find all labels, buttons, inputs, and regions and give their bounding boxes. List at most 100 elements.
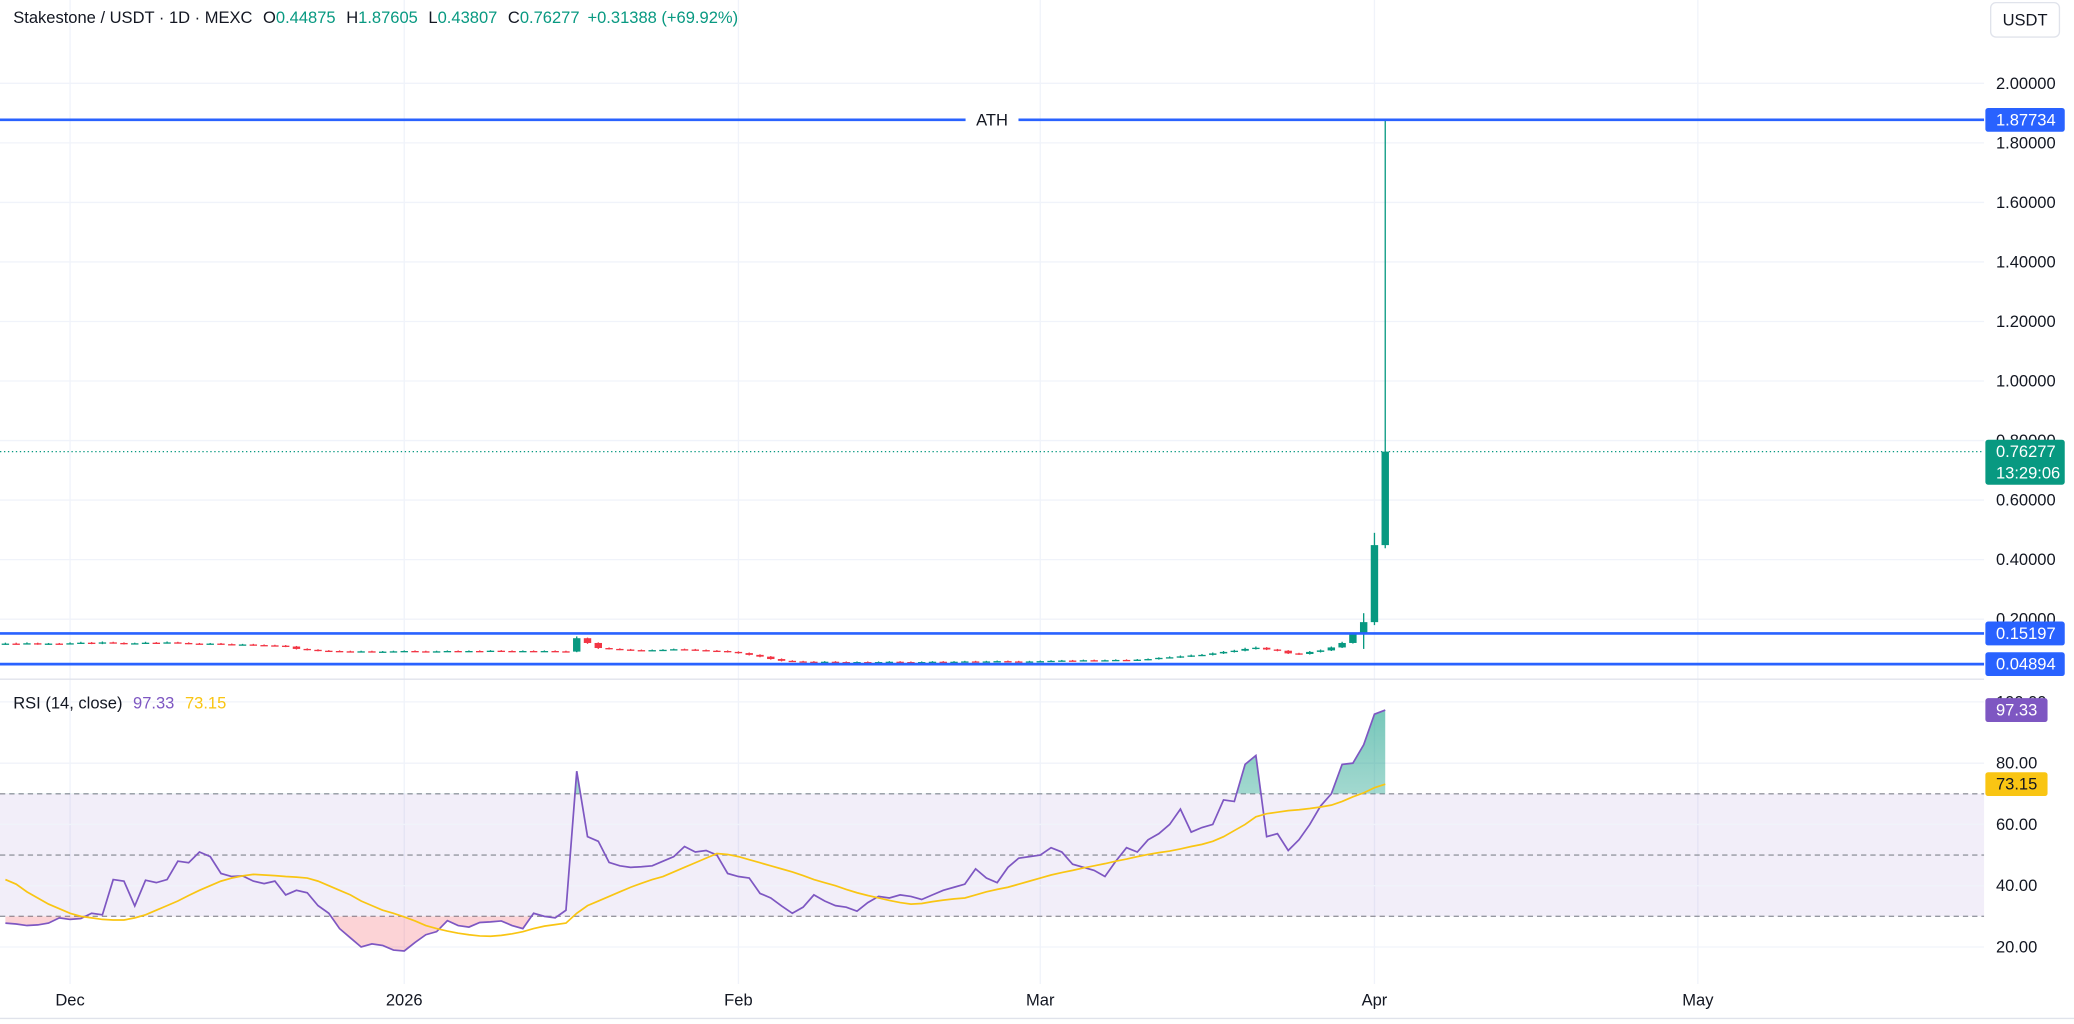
candle-body xyxy=(12,643,20,645)
candle-body xyxy=(55,643,63,645)
candle-body xyxy=(670,649,678,651)
low-key: L xyxy=(428,8,437,27)
candle-body xyxy=(292,646,301,649)
candle-body xyxy=(87,642,96,644)
candle-body xyxy=(368,651,376,653)
candle-body xyxy=(540,651,549,653)
candle-body xyxy=(1165,657,1174,659)
candle-body xyxy=(217,643,225,645)
candle-body xyxy=(120,642,128,645)
candle-body xyxy=(1036,661,1044,663)
candle-body xyxy=(1370,545,1379,623)
candle-body xyxy=(551,651,559,653)
candle-body xyxy=(1262,647,1271,650)
candle-body xyxy=(928,661,937,664)
marks-layer xyxy=(0,107,1985,952)
candle-body xyxy=(1015,661,1023,663)
candle-body xyxy=(1101,660,1109,662)
candle-body xyxy=(820,661,829,664)
candle-body xyxy=(432,651,441,653)
candle-body xyxy=(98,642,107,644)
candle-body xyxy=(249,644,258,646)
last-price-bg xyxy=(1985,439,2065,485)
candle-body xyxy=(885,661,894,664)
candle-body xyxy=(702,650,710,652)
price-line-value: 1.87734 xyxy=(1996,110,2056,129)
candle-body xyxy=(756,654,764,657)
candle-body xyxy=(497,650,505,653)
candle-body xyxy=(1122,659,1131,662)
price-line-value-bg xyxy=(1985,107,2065,132)
close-value: 0.76277 xyxy=(520,8,580,27)
candle-body xyxy=(1176,656,1185,658)
candle-body xyxy=(1359,622,1368,635)
x-tick-label: Feb xyxy=(724,990,752,1009)
x-tick-label: May xyxy=(1682,990,1714,1009)
x-tick-label: Apr xyxy=(1362,990,1388,1009)
price-line-label-bg xyxy=(965,107,1019,132)
rsi-value-label: 97.33 xyxy=(1996,701,2037,720)
candle-body xyxy=(519,651,527,653)
candle-body xyxy=(228,644,236,646)
candle-body xyxy=(1241,648,1249,651)
price-line-value-bg xyxy=(1985,621,2065,646)
candle-body xyxy=(1133,659,1141,661)
candle-body xyxy=(961,661,969,663)
candle-body xyxy=(1295,653,1303,655)
y-tick-label: 20.00 xyxy=(1996,937,2037,956)
candle-body xyxy=(378,651,387,653)
y-tick-label: 0.60000 xyxy=(1996,491,2056,510)
candle-body xyxy=(1047,660,1055,663)
candle-body xyxy=(1306,651,1314,654)
candle-body xyxy=(605,648,613,650)
candle-body xyxy=(1273,649,1282,651)
candle-body xyxy=(454,651,462,653)
candle-body xyxy=(1144,659,1152,661)
y-tick-label: 2.00000 xyxy=(1996,74,2056,93)
candle-body xyxy=(346,651,355,653)
open-key: O xyxy=(263,8,276,27)
candle-body xyxy=(281,645,290,647)
candle-body xyxy=(1209,653,1217,655)
candle-body xyxy=(583,638,592,643)
candle-body xyxy=(982,661,991,663)
rsi-value-bg xyxy=(1985,772,2048,797)
candle-body xyxy=(1284,650,1292,654)
rsi-legend-value: 73.15 xyxy=(185,693,226,712)
candle-body xyxy=(1025,661,1034,663)
candle-body xyxy=(152,642,161,644)
high-value: 1.87605 xyxy=(358,8,418,27)
rsi-legend: RSI (14, close) 97.33 73.15 xyxy=(13,693,226,712)
candle-body xyxy=(184,642,193,645)
low-value: 0.43807 xyxy=(438,8,498,27)
candle-body xyxy=(723,651,732,653)
candle-body xyxy=(325,650,333,653)
candle-body xyxy=(1155,657,1163,660)
candle-body xyxy=(896,661,904,664)
y-tick-label: 1.20000 xyxy=(1996,312,2056,331)
candle-body xyxy=(1230,650,1239,653)
candle-body xyxy=(206,643,214,645)
candle-body xyxy=(831,661,840,664)
last-price-value: 0.76277 xyxy=(1996,442,2056,461)
currency-button[interactable] xyxy=(1990,1,2061,38)
price-line-label: ATH xyxy=(976,110,1008,129)
rsi-line xyxy=(5,783,1386,938)
y-tick-label: 40.00 xyxy=(1996,876,2037,895)
candle-body xyxy=(971,661,980,663)
candle-body xyxy=(1058,660,1066,662)
currency-button-label[interactable]: USDT xyxy=(2003,10,2048,29)
candle-body xyxy=(680,649,689,651)
close-key: C xyxy=(508,8,520,27)
candle-body xyxy=(1381,451,1389,546)
candle-body xyxy=(864,662,872,664)
x-tick-label: Dec xyxy=(55,990,84,1009)
candle-body xyxy=(34,643,42,645)
candle-body xyxy=(810,661,818,664)
y-tick-label: 1.80000 xyxy=(1996,133,2056,152)
open-value: 0.44875 xyxy=(276,8,336,27)
candle-body xyxy=(109,642,117,644)
candle-body xyxy=(141,642,150,644)
